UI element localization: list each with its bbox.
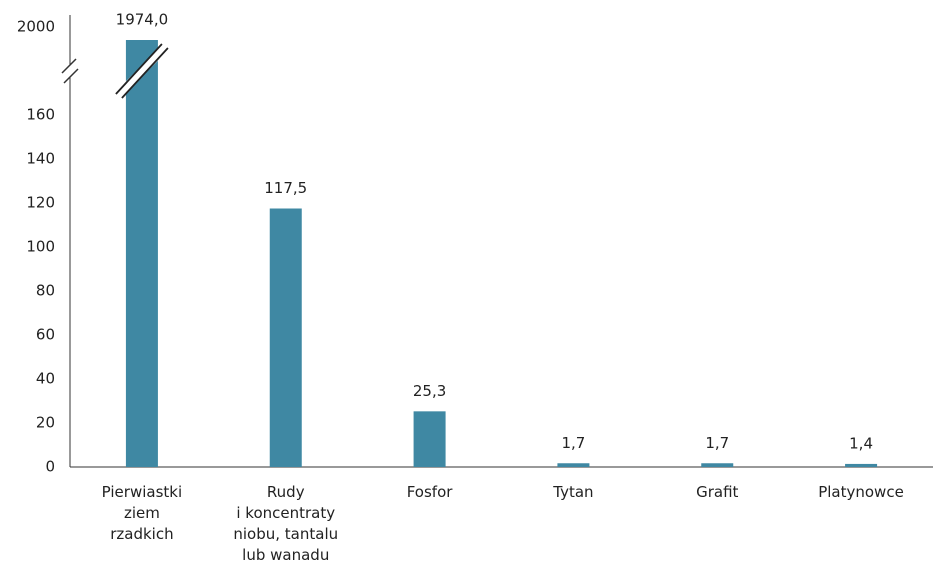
bar bbox=[125, 40, 158, 467]
axis-break bbox=[61, 58, 77, 74]
x-tick-label: Rudy i koncentraty niobu, tantalu lub wa… bbox=[233, 483, 339, 564]
bar-break bbox=[115, 43, 163, 95]
axis-break-gap bbox=[66, 65, 74, 77]
y-tick-label: 80 bbox=[36, 282, 55, 300]
y-tick-label: 60 bbox=[36, 326, 55, 344]
value-label: 1,4 bbox=[849, 434, 873, 452]
value-label: 1,7 bbox=[561, 434, 585, 452]
y-tick-label: 40 bbox=[36, 370, 55, 388]
bar-break-gap bbox=[117, 46, 167, 96]
value-label: 117,5 bbox=[264, 179, 307, 197]
y-tick-label: 20 bbox=[36, 414, 55, 432]
x-tick-label: Pierwiastki ziem rzadkich bbox=[101, 483, 183, 543]
x-tick-label: Fosfor bbox=[406, 483, 453, 501]
bar-break bbox=[121, 47, 169, 99]
y-tick-label: 0 bbox=[45, 458, 55, 476]
bar bbox=[269, 208, 302, 467]
x-tick-label: Platynowce bbox=[818, 483, 904, 501]
value-label: 1974,0 bbox=[116, 11, 169, 29]
axis-break bbox=[63, 68, 79, 84]
bar bbox=[845, 463, 878, 467]
bar bbox=[413, 411, 446, 467]
value-label: 25,3 bbox=[413, 382, 446, 400]
x-tick-label: Tytan bbox=[553, 483, 594, 501]
y-tick-label: 100 bbox=[26, 238, 55, 256]
bar bbox=[557, 463, 590, 467]
value-label: 1,7 bbox=[705, 434, 729, 452]
bar bbox=[701, 463, 734, 467]
y-tick-label: 140 bbox=[26, 150, 55, 168]
y-tick-label: 160 bbox=[26, 106, 55, 124]
x-tick-label: Grafit bbox=[696, 483, 739, 501]
y-tick-label: 2000 bbox=[17, 18, 55, 36]
y-tick-label: 120 bbox=[26, 194, 55, 212]
